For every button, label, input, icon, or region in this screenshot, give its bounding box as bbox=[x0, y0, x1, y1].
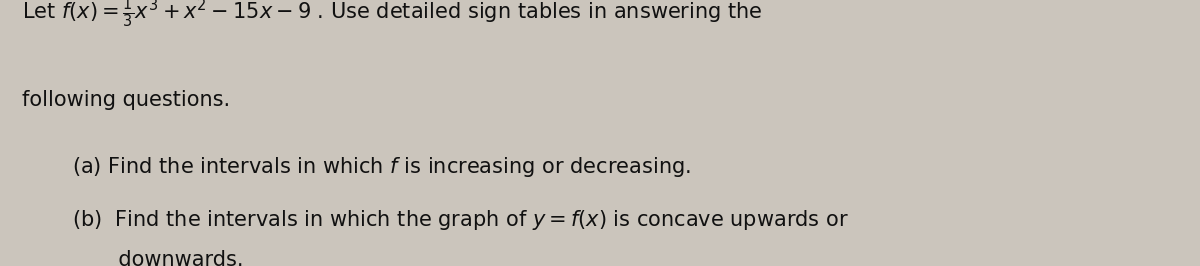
Text: Let $f(x) = \frac{1}{3}x^3 + x^2 - 15x - 9$ . Use detailed sign tables in answer: Let $f(x) = \frac{1}{3}x^3 + x^2 - 15x -… bbox=[22, 0, 762, 30]
Text: (b)  Find the intervals in which the graph of $y = f(x)$ is concave upwards or: (b) Find the intervals in which the grap… bbox=[72, 208, 848, 232]
Text: downwards.: downwards. bbox=[72, 250, 244, 266]
Text: following questions.: following questions. bbox=[22, 90, 229, 110]
Text: (a) Find the intervals in which $f$ is increasing or decreasing.: (a) Find the intervals in which $f$ is i… bbox=[72, 155, 691, 179]
